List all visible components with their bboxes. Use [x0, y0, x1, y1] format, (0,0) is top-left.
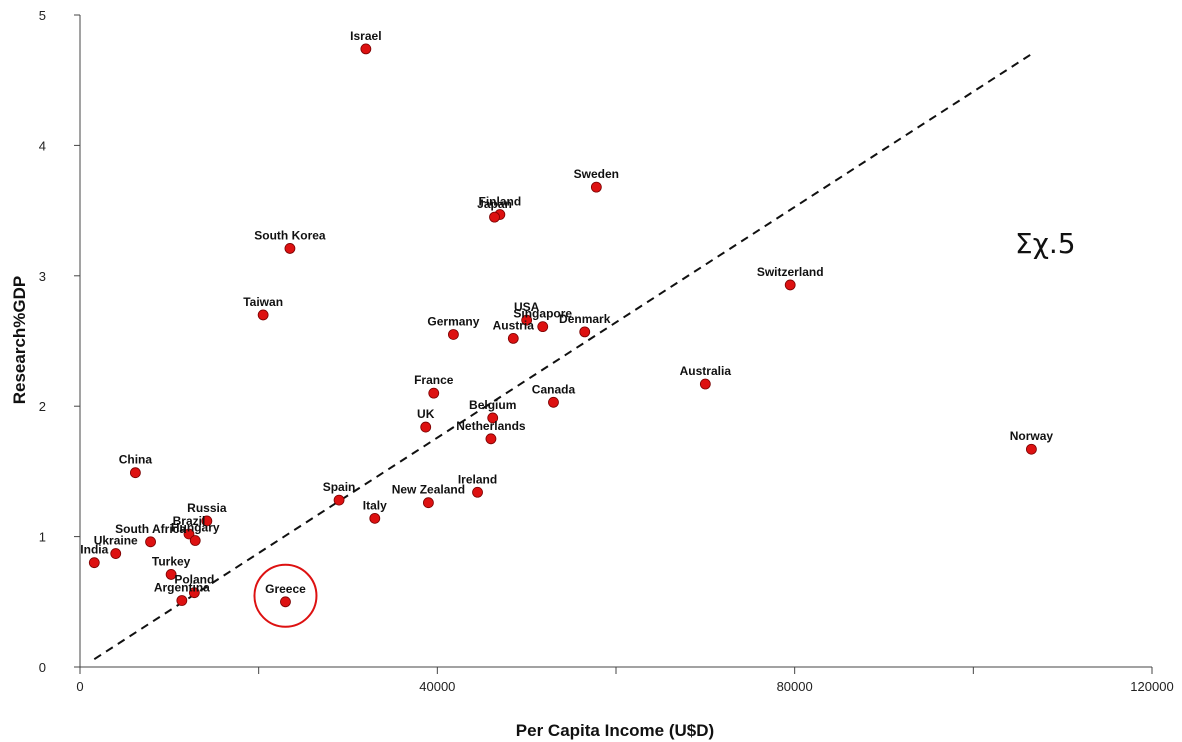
point-australia	[699, 378, 711, 390]
x-tick-label: 40000	[419, 679, 455, 694]
point-label-usa: USA	[514, 300, 540, 314]
y-tick-label: 1	[39, 530, 46, 545]
point-poland	[188, 587, 200, 599]
point-label-denmark: Denmark	[559, 312, 611, 326]
point-label-canada: Canada	[532, 382, 576, 396]
point-label-india: India	[80, 543, 108, 557]
point-ireland	[472, 486, 483, 498]
y-axis-title: Research%GDP	[10, 276, 29, 405]
point-label-austria: Austria	[493, 318, 535, 332]
point-norway	[1026, 443, 1037, 455]
point-sweden	[590, 181, 602, 193]
point-label-russia: Russia	[187, 501, 227, 515]
point-label-germany: Germany	[427, 314, 479, 328]
point-japan	[489, 211, 500, 223]
x-tick-label: 80000	[777, 679, 813, 694]
point-label-finland: Finland	[479, 195, 522, 209]
point-label-south-africa: South Africa	[115, 522, 186, 536]
point-label-taiwan: Taiwan	[243, 295, 283, 309]
point-label-poland: Poland	[174, 573, 214, 587]
point-russia	[201, 515, 213, 527]
point-label-south-korea: South Korea	[254, 228, 326, 242]
point-label-italy: Italy	[363, 498, 387, 512]
point-germany	[448, 329, 459, 340]
point-belgium	[487, 412, 499, 424]
point-france	[428, 387, 440, 399]
point-argentina	[176, 595, 188, 606]
axes: 0 1 2 3 4 5 0 40000 80000 120000	[39, 8, 1174, 694]
point-brazil	[183, 528, 195, 540]
trendline	[93, 53, 1032, 661]
point-label-spain: Spain	[323, 480, 356, 494]
point-label-japan: Japan	[477, 197, 512, 211]
point-israel	[360, 43, 372, 55]
point-hungary	[189, 535, 201, 546]
y-tick-label: 0	[39, 660, 46, 675]
annotation-label: Σχ.5	[1015, 227, 1076, 260]
point-spain	[333, 494, 345, 506]
point-label-turkey: Turkey	[152, 554, 191, 568]
y-tick-label: 5	[39, 8, 46, 23]
point-netherlands	[485, 433, 497, 445]
point-label-argentina: Argentina	[154, 580, 210, 594]
point-new-zealand	[422, 497, 434, 509]
point-label-greece: Greece	[265, 582, 306, 596]
point-india	[88, 557, 100, 569]
y-tick-label: 2	[39, 399, 46, 414]
point-label-israel: Israel	[350, 29, 381, 43]
point-italy	[369, 512, 381, 524]
x-tick-label: 120000	[1130, 679, 1173, 694]
point-austria	[507, 332, 519, 344]
point-south-africa	[145, 536, 156, 548]
point-ukraine	[110, 548, 122, 559]
point-uk	[420, 421, 432, 433]
trendline-layer	[93, 53, 1032, 661]
x-axis-title: Per Capita Income (U$D)	[516, 721, 714, 740]
point-singapore	[537, 321, 549, 333]
point-usa	[521, 314, 533, 326]
point-label-netherlands: Netherlands	[456, 419, 526, 433]
point-label-ukraine: Ukraine	[94, 534, 138, 548]
point-label-hungary: Hungary	[171, 521, 220, 535]
point-label-new-zealand: New Zealand	[392, 483, 465, 497]
point-canada	[548, 396, 559, 408]
point-label-france: France	[414, 373, 454, 387]
point-taiwan	[257, 309, 269, 321]
point-label-sweden: Sweden	[574, 167, 619, 181]
point-label-china: China	[119, 453, 153, 467]
point-label-brazil: Brazil	[173, 514, 206, 528]
point-label-switzerland: Switzerland	[757, 265, 824, 279]
point-label-norway: Norway	[1010, 429, 1054, 443]
x-tick-label: 0	[76, 679, 83, 694]
point-label-singapore: Singapore	[513, 307, 572, 321]
point-label-ireland: Ireland	[458, 472, 497, 486]
point-switzerland	[784, 279, 796, 291]
y-tick-label: 4	[39, 138, 46, 153]
point-label-uk: UK	[417, 407, 435, 421]
highlight-circle	[253, 563, 318, 628]
y-tick-label: 3	[39, 269, 46, 284]
point-label-belgium: Belgium	[469, 398, 516, 412]
point-turkey	[165, 569, 177, 580]
point-south-korea	[284, 243, 296, 254]
point-denmark	[579, 326, 591, 338]
points-layer	[88, 43, 1037, 628]
point-greece	[280, 596, 291, 608]
point-china	[129, 467, 141, 479]
point-label-australia: Australia	[680, 364, 732, 378]
